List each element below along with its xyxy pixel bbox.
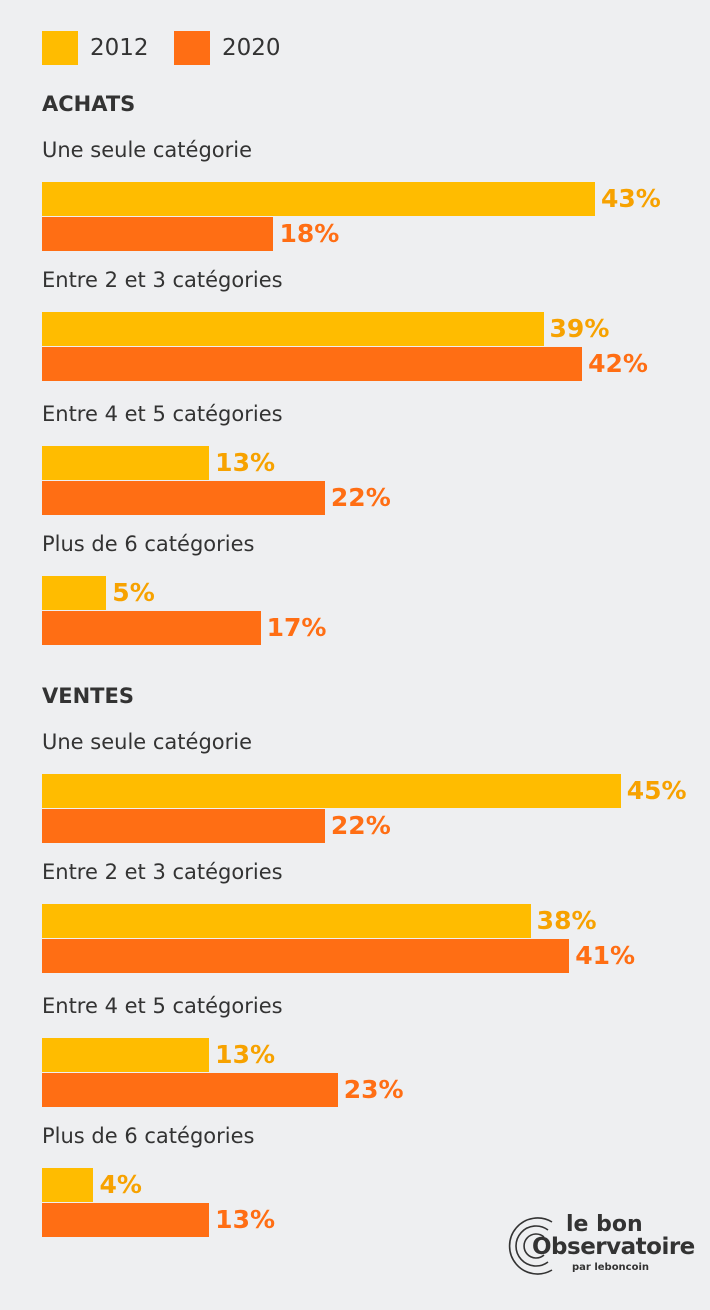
logo-line3: par leboncoin <box>572 1262 650 1273</box>
category-label: Entre 2 et 3 catégories <box>42 860 283 884</box>
value-label-2012: 4% <box>99 1170 142 1199</box>
legend-label-2020: 2020 <box>222 35 281 61</box>
value-label-2012: 38% <box>536 906 597 935</box>
category-label: Une seule catégorie <box>42 730 253 754</box>
category-label: Plus de 6 catégories <box>42 1124 255 1148</box>
value-label-2020: 23% <box>343 1074 404 1104</box>
value-label-2020: 22% <box>330 482 391 512</box>
category-label: Entre 2 et 3 catégories <box>42 268 283 292</box>
section-title: ACHATS <box>42 92 136 116</box>
bar-2020 <box>42 808 325 843</box>
value-label-2020: 13% <box>215 1204 276 1234</box>
value-label-2020: 41% <box>575 940 636 970</box>
bar-2012 <box>42 446 210 480</box>
category-label: Une seule catégorie <box>42 138 253 162</box>
bar-2012 <box>42 1168 94 1202</box>
legend-swatch-2020 <box>174 31 210 65</box>
logo-line1: le bon <box>566 1212 643 1237</box>
bar-2020 <box>42 938 570 973</box>
bar-2012 <box>42 904 531 938</box>
value-label-2012: 45% <box>626 776 687 805</box>
bar-2012 <box>42 1038 210 1072</box>
value-label-2012: 39% <box>549 314 610 343</box>
value-label-2012: 13% <box>215 448 276 477</box>
section-title: VENTES <box>42 684 134 708</box>
bar-2012 <box>42 312 544 346</box>
category-label: Plus de 6 catégories <box>42 532 255 556</box>
value-label-2012: 13% <box>215 1040 276 1069</box>
bar-2020 <box>42 1202 210 1237</box>
logo-line2: Observatoire <box>532 1234 695 1260</box>
category-label: Entre 4 et 5 catégories <box>42 994 283 1018</box>
bar-2020 <box>42 480 325 515</box>
value-label-2012: 43% <box>600 184 661 213</box>
bar-2020 <box>42 610 261 645</box>
logo-rings-icon <box>508 1217 553 1275</box>
bar-2020 <box>42 1072 338 1107</box>
value-label-2012: 5% <box>112 578 155 607</box>
category-label: Entre 4 et 5 catégories <box>42 402 283 426</box>
value-label-2020: 42% <box>588 348 648 378</box>
legend-label-2012: 2012 <box>90 35 149 61</box>
bar-2020 <box>42 216 274 251</box>
value-label-2020: 18% <box>279 218 340 248</box>
value-label-2020: 22% <box>330 810 391 840</box>
bar-2012 <box>42 182 595 216</box>
bar-2012 <box>42 576 107 610</box>
bar-2012 <box>42 774 621 808</box>
value-label-2020: 17% <box>266 612 327 642</box>
logo: le bon Observatoire par leboncoin <box>508 1212 695 1282</box>
bar-2020 <box>42 346 583 381</box>
legend-swatch-2012 <box>42 31 78 65</box>
